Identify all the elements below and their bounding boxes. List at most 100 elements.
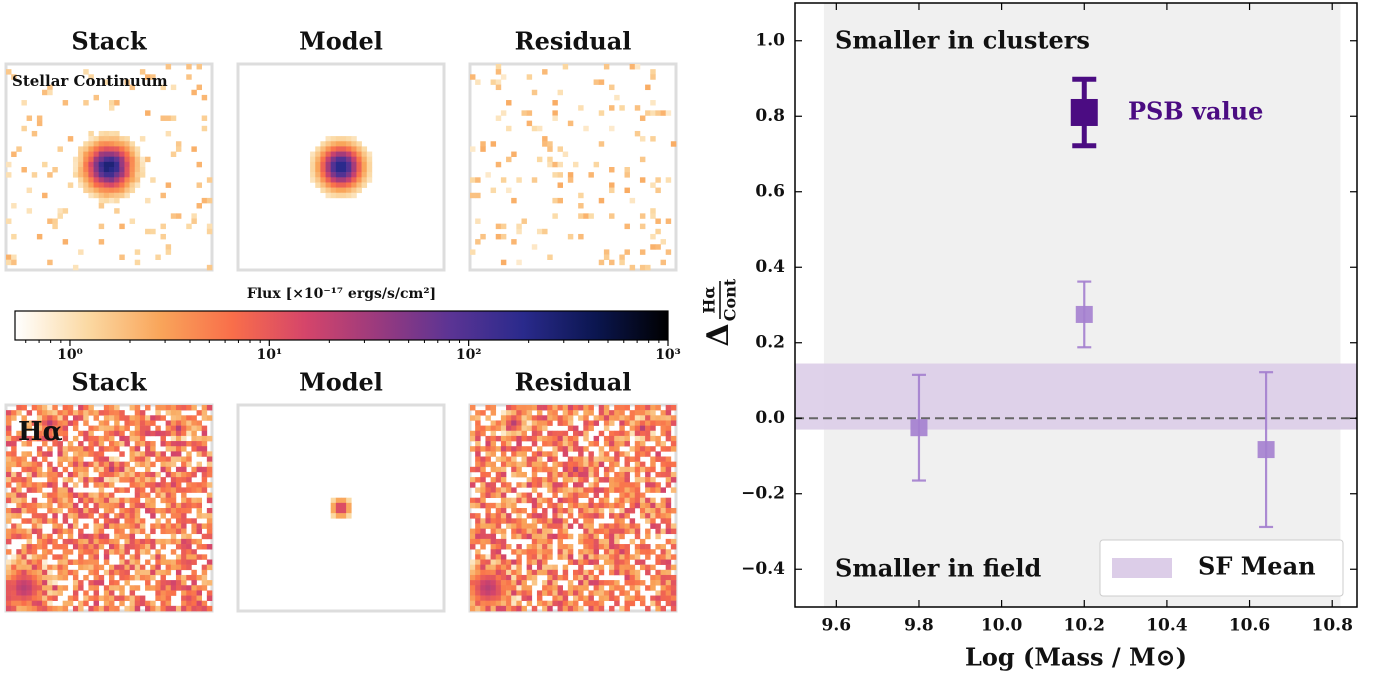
pixel [119,177,124,182]
pixel [161,554,166,559]
pixel [94,590,99,595]
pixel [666,565,671,570]
pixel [547,544,552,549]
pixel [568,560,573,565]
pixel [88,182,93,187]
pixel [32,606,37,611]
pixel [78,415,83,420]
pixel [47,575,52,580]
y-tick-label: −0.4 [741,559,785,579]
pixel [609,513,614,518]
pixel [124,523,129,528]
pixel [166,498,171,503]
pixel [511,580,516,585]
pixel [42,410,47,415]
pixel [367,172,372,177]
pixel [619,105,624,110]
pixel [21,482,26,487]
pixel [99,420,104,425]
pixel [625,451,630,456]
pixel [630,575,635,580]
pixel [150,523,155,528]
pixel [99,462,104,467]
pixel [588,462,593,467]
pixel [186,560,191,565]
pixel [88,146,93,151]
pixel [119,487,124,492]
pixel [527,570,532,575]
pixel [21,100,26,105]
pixel [501,177,506,182]
pixel [6,420,11,425]
pixel [166,426,171,431]
pixel [609,260,614,265]
pixel [480,467,485,472]
pixel [527,420,532,425]
pixel [599,554,604,559]
pixel [202,441,207,446]
pixel [37,451,42,456]
pixel [27,560,32,565]
pixel [501,441,506,446]
pixel [552,518,557,523]
pixel [650,213,655,218]
pixel [661,518,666,523]
pixel [666,436,671,441]
pixel [176,420,181,425]
pixel [604,498,609,503]
pixel [130,518,135,523]
pixel [161,405,166,410]
pixel [104,503,109,508]
pixel [666,219,671,224]
pixel [491,544,496,549]
pixel [542,229,547,234]
pixel [609,523,614,528]
pixel [42,544,47,549]
pixel [511,426,516,431]
pixel [114,580,119,585]
pixel [614,601,619,606]
pixel [527,482,532,487]
pixel [583,431,588,436]
pixel [563,441,568,446]
pixel [356,182,361,187]
pixel [630,415,635,420]
pixel [94,565,99,570]
pixel [547,405,552,410]
pixel [135,565,140,570]
pixel [609,544,614,549]
pixel [609,420,614,425]
pixel [496,162,501,167]
pixel [310,172,315,177]
pixel [161,457,166,462]
pixel [609,446,614,451]
pixel [140,172,145,177]
pixel [78,431,83,436]
pixel [331,157,336,162]
pixel [491,513,496,518]
pixel [94,426,99,431]
pixel [37,534,42,539]
pixel [640,462,645,467]
pixel [516,565,521,570]
pixel [470,534,475,539]
pixel [21,477,26,482]
pixel [161,487,166,492]
pixel [599,523,604,528]
pixel [599,198,604,203]
pixel [27,529,32,534]
pixel [37,482,42,487]
pixel [568,503,573,508]
pixel [583,596,588,601]
pixel [52,580,57,585]
annotation: Smaller in clusters [835,26,1090,55]
pixel [140,462,145,467]
pixel [130,177,135,182]
pixel [11,493,16,498]
legend-swatch [1112,558,1172,578]
pixel [150,565,155,570]
pixel [135,513,140,518]
pixel [573,560,578,565]
pixel [547,539,552,544]
